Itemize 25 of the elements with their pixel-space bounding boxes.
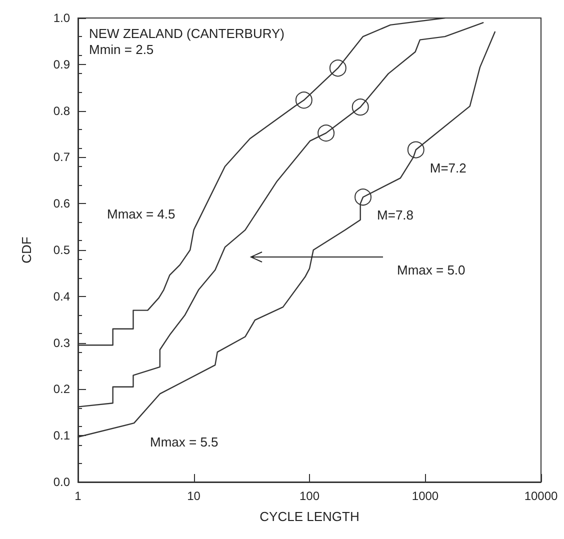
y-tick-label: 0.1 [53, 428, 70, 443]
text: NEW ZEALAND (CANTERBURY) [89, 26, 285, 41]
y-tick-label: 0.5 [53, 243, 70, 257]
annotation: Mmax = 4.5 [107, 206, 176, 222]
x-tick-label: 10 [187, 489, 201, 503]
annotation: M=7.8 [377, 208, 414, 223]
y-tick-label: 1.0 [53, 11, 70, 25]
y-tick-label: 0.3 [53, 336, 70, 350]
y-tick-label: 0.6 [53, 196, 70, 211]
x-axis-title: CYCLE LENGTH [260, 509, 360, 524]
y-tick-label: 0.8 [53, 104, 70, 118]
y-tick-label: 0.2 [53, 382, 70, 396]
y-tick-label: 0.9 [53, 57, 70, 72]
x-tick-label: 10000 [524, 489, 558, 503]
annotation: Mmax = 5.0 [397, 262, 466, 278]
x-tick-label: 1 [74, 489, 82, 503]
y-axis-title: CDF [19, 236, 34, 264]
y-tick-label: 0.7 [53, 150, 70, 164]
text: Mmin = 2.5 [89, 42, 154, 57]
y-tick-label: 0.4 [53, 289, 70, 304]
annotation: Mmax = 5.5 [150, 434, 218, 450]
annotation: M=7.2 [430, 160, 466, 176]
y-tick-label: 0.0 [53, 475, 70, 489]
x-tick-label: 100 [299, 489, 320, 503]
x-tick-label: 1000 [412, 489, 439, 503]
